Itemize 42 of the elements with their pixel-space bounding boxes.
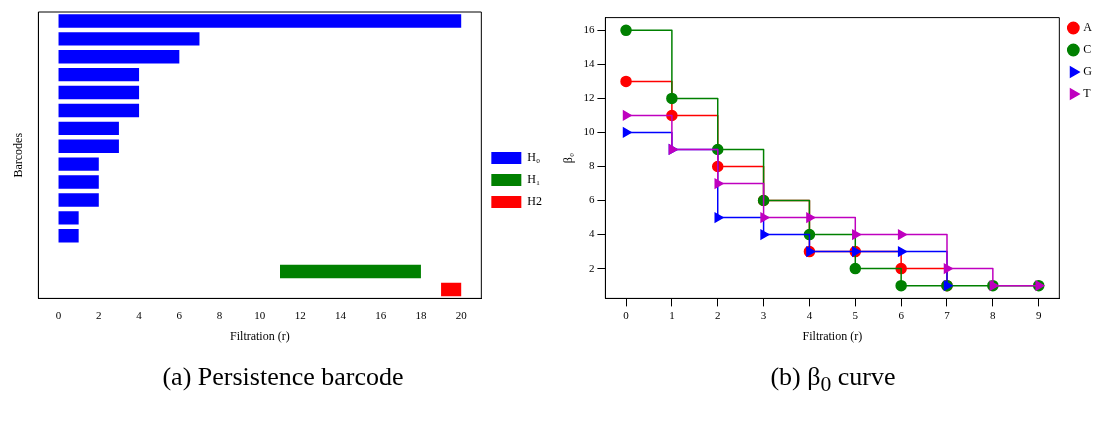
x-tick-label: 9 [1035,308,1042,321]
x-tick-label: 4 [136,308,143,321]
x-tick-label: 8 [990,308,997,321]
x-tick-label: 18 [415,308,427,321]
legend-label: H₀ [527,150,541,165]
y-tick-label: 14 [583,57,595,70]
x-tick-label: 6 [898,308,905,321]
x-tick-label: 5 [852,308,859,321]
x-axis-title: Filtration (r) [230,328,290,343]
x-tick-label: 20 [455,308,468,321]
x-tick-label: 7 [944,308,951,321]
y-axis-title: Barcodes [11,132,26,178]
x-tick-label: 14 [334,308,347,321]
legend-label: T [1083,86,1092,101]
x-tick-label: 0 [623,308,630,321]
x-tick-label: 10 [254,308,266,321]
legend-label: G [1083,64,1093,79]
y-tick-label: 10 [583,125,595,138]
x-axis-title: Filtration (r) [802,328,863,343]
y-tick-label: 4 [588,227,595,240]
x-tick-label: 12 [294,308,306,321]
x-tick-label: 6 [176,308,183,321]
y-tick-label: 6 [588,193,595,206]
y-axis-title: β₀ [561,152,576,164]
x-tick-label: 0 [55,308,62,321]
x-tick-label: 1 [669,308,675,321]
y-tick-label: 12 [583,91,595,104]
legend-label: C [1083,42,1092,57]
x-tick-label: 4 [806,308,813,321]
text: (a) Persistence barcode [162,362,404,392]
legend-label: H2 [527,194,543,209]
x-tick-label: 16 [375,308,387,321]
y-tick-label: 2 [588,261,595,274]
legend-label: H₁ [527,172,541,187]
x-tick-label: 2 [96,308,102,321]
y-tick-label: 16 [583,23,595,36]
x-tick-label: 8 [216,308,223,321]
legend-label: A [1083,20,1093,35]
text: (b) β$_{0}$ curve [770,362,896,398]
x-tick-label: 3 [760,308,767,321]
y-tick-label: 8 [588,159,595,172]
x-tick-label: 2 [714,308,721,321]
